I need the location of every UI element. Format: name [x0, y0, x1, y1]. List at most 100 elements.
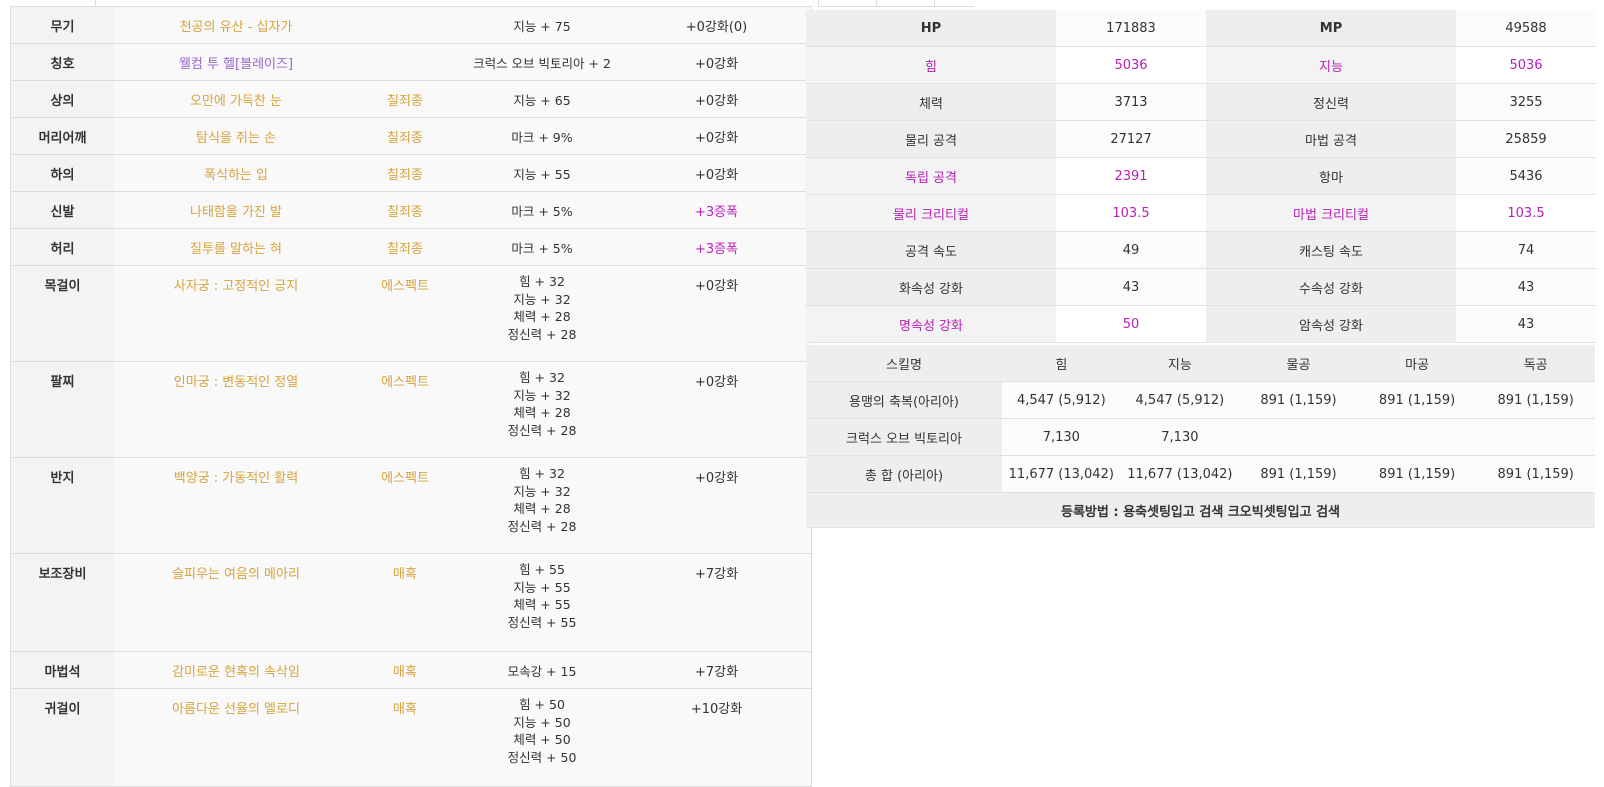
stat-value: 25859: [1456, 120, 1596, 158]
equipment-options: 마크 + 5%: [452, 228, 632, 266]
equipment-set-name: 에스펙트: [358, 457, 452, 554]
equipment-enhance-level: +0강화: [632, 117, 812, 155]
equipment-options: 힘 + 32 지능 + 32 체력 + 28 정신력 + 28: [452, 265, 632, 362]
stat-value: 74: [1456, 231, 1596, 269]
equipment-row: 허리 질투를 말하는 혀 칠죄종 마크 + 5% +3증폭: [10, 228, 812, 266]
stat-label: 물리 크리티컬: [806, 194, 1056, 232]
stat-label: 공격 속도: [806, 231, 1056, 269]
registration-method-note: 등록방법 : 용축셋팅입고 검색 크오빅셋팅입고 검색: [806, 492, 1595, 528]
stat-label: 체력: [806, 83, 1056, 121]
equipment-options: 지능 + 55: [452, 154, 632, 192]
header-mag-atk: 마공: [1357, 345, 1477, 382]
top-tab-strip: [0, 0, 1604, 7]
equipment-option-line: 체력 + 28: [513, 405, 571, 420]
equipment-option-line: 정신력 + 50: [507, 749, 577, 765]
header-ind-atk: 독공: [1476, 345, 1595, 382]
equipment-set-name: 매혹: [358, 688, 452, 787]
equipment-item-name: 나태함을 가진 발: [114, 191, 358, 229]
stat-label: 명속성 강화: [806, 305, 1056, 343]
skill-footer-row: 등록방법 : 용축셋팅입고 검색 크오빅셋팅입고 검색: [806, 492, 1595, 528]
skill-value: 4,547 (5,912): [1002, 381, 1121, 419]
stat-value: 5036: [1056, 46, 1206, 84]
equipment-option-line: 지능 + 65: [513, 92, 571, 108]
equipment-set-name: 에스펙트: [358, 265, 452, 362]
equipment-table: 무기 천공의 유산 - 십자가 지능 + 75 +0강화(0) 칭호 웰컴 투 헬[블레이…: [10, 6, 812, 787]
equipment-set-name: 매혹: [358, 553, 452, 652]
equipment-option-line: 힘 + 32: [519, 370, 565, 385]
equipment-set-name: 칠죄종: [358, 154, 452, 192]
equipment-item-name: 백양궁 : 가동적인 활력: [114, 457, 358, 554]
header-phys-atk: 물공: [1239, 345, 1358, 382]
equipment-enhance-level: +0강화: [632, 361, 812, 458]
equipment-option-line: 크럭스 오브 빅토리아 + 2: [473, 55, 611, 71]
equipment-row: 신발 나태함을 가진 발 칠죄종 마크 + 5% +3증폭: [10, 191, 812, 229]
tab-divider: [818, 0, 819, 7]
equipment-row: 팔찌 인마궁 : 변동적인 정열 에스펙트 힘 + 32 지능 + 32 체력 + 28 정…: [10, 361, 812, 458]
stat-row: 독립 공격 2391 항마 5436: [806, 157, 1596, 195]
equipment-option-line: 체력 + 28: [513, 309, 571, 324]
equipment-set-name: 매혹: [358, 651, 452, 689]
equipment-options: 크럭스 오브 빅토리아 + 2: [452, 43, 632, 81]
equipment-option-line: 마크 + 9%: [511, 129, 573, 145]
equipment-options: 모속강 + 15: [452, 651, 632, 689]
header-int: 지능: [1120, 345, 1240, 382]
skill-name: 총 합 (아리아): [806, 455, 1002, 493]
stat-row: 명속성 강화 50 암속성 강화 43: [806, 305, 1596, 343]
stat-value: 49: [1056, 231, 1206, 269]
equipment-option-line: 힘 + 55: [519, 562, 565, 577]
equipment-item-name: 슬피우는 여음의 메아리: [114, 553, 358, 652]
stat-label: 마법 공격: [1206, 120, 1456, 158]
equipment-enhance-level: +0강화: [632, 80, 812, 118]
equipment-slot: 머리어깨: [10, 117, 114, 155]
equipment-slot: 보조장비: [10, 553, 114, 652]
skill-row: 총 합 (아리아) 11,677 (13,042) 11,677 (13,042) 8…: [806, 455, 1595, 493]
stat-label: 정신력: [1206, 83, 1456, 121]
stat-value: 103.5: [1456, 194, 1596, 232]
equipment-item-name: 사자궁 : 고정적인 긍지: [114, 265, 358, 362]
equipment-option-line: 지능 + 55: [513, 579, 571, 595]
equipment-enhance-level: +0강화: [632, 265, 812, 362]
equipment-row: 칭호 웰컴 투 헬[블레이즈] 크럭스 오브 빅토리아 + 2 +0강화: [10, 43, 812, 81]
equipment-item-name: 탐식을 쥐는 손: [114, 117, 358, 155]
equipment-option-line: 지능 + 32: [513, 387, 571, 403]
equipment-enhance-level: +3증폭: [632, 228, 812, 266]
equipment-option-line: 마크 + 5%: [511, 240, 573, 256]
stat-value: 49588: [1456, 10, 1596, 47]
equipment-slot: 마법석: [10, 651, 114, 689]
skill-value: 7,130: [1120, 418, 1240, 456]
equipment-options: 힘 + 32 지능 + 32 체력 + 28 정신력 + 28: [452, 457, 632, 554]
skill-value: 7,130: [1002, 418, 1121, 456]
equipment-slot: 칭호: [10, 43, 114, 81]
equipment-item-name: 천공의 유산 - 십자가: [114, 6, 358, 44]
stat-label: 캐스팅 속도: [1206, 231, 1456, 269]
stat-row: 물리 크리티컬 103.5 마법 크리티컬 103.5: [806, 194, 1596, 232]
equipment-enhance-level: +0강화(0): [632, 6, 812, 44]
equipment-set-name: 칠죄종: [358, 228, 452, 266]
equipment-set-name: 에스펙트: [358, 361, 452, 458]
equipment-enhance-level: +10강화: [632, 688, 812, 787]
equipment-option-line: 힘 + 32: [519, 274, 565, 289]
equipment-row: 목걸이 사자궁 : 고정적인 긍지 에스펙트 힘 + 32 지능 + 32 체력 + 28…: [10, 265, 812, 362]
stat-row: 공격 속도 49 캐스팅 속도 74: [806, 231, 1596, 269]
equipment-row: 머리어깨 탐식을 쥐는 손 칠죄종 마크 + 9% +0강화: [10, 117, 812, 155]
stat-value: 43: [1456, 305, 1596, 343]
equipment-slot: 허리: [10, 228, 114, 266]
equipment-option-line: 체력 + 28: [513, 501, 571, 516]
equipment-enhance-level: +3증폭: [632, 191, 812, 229]
skill-value: 891 (1,159): [1357, 381, 1477, 419]
skill-value: 11,677 (13,042): [1120, 455, 1240, 493]
equipment-options: 힘 + 55 지능 + 55 체력 + 55 정신력 + 55: [452, 553, 632, 652]
skill-value: 11,677 (13,042): [1002, 455, 1121, 493]
equipment-row: 귀걸이 아름다운 선율의 멜로디 매혹 힘 + 50 지능 + 50 체력 + 50 정신력…: [10, 688, 812, 787]
equipment-set-name: 칠죄종: [358, 80, 452, 118]
equipment-slot: 신발: [10, 191, 114, 229]
stat-value: 43: [1456, 268, 1596, 306]
equipment-item-name: 감미로운 현혹의 속삭임: [114, 651, 358, 689]
equipment-item-name: 웰컴 투 헬[블레이즈]: [114, 43, 358, 81]
equipment-options: 지능 + 65: [452, 80, 632, 118]
skill-row: 크럭스 오브 빅토리아 7,130 7,130: [806, 418, 1595, 456]
equipment-enhance-level: +0강화: [632, 154, 812, 192]
equipment-option-line: 정신력 + 55: [507, 614, 577, 630]
skill-value: 891 (1,159): [1357, 455, 1477, 493]
equipment-enhance-level: +0강화: [632, 43, 812, 81]
